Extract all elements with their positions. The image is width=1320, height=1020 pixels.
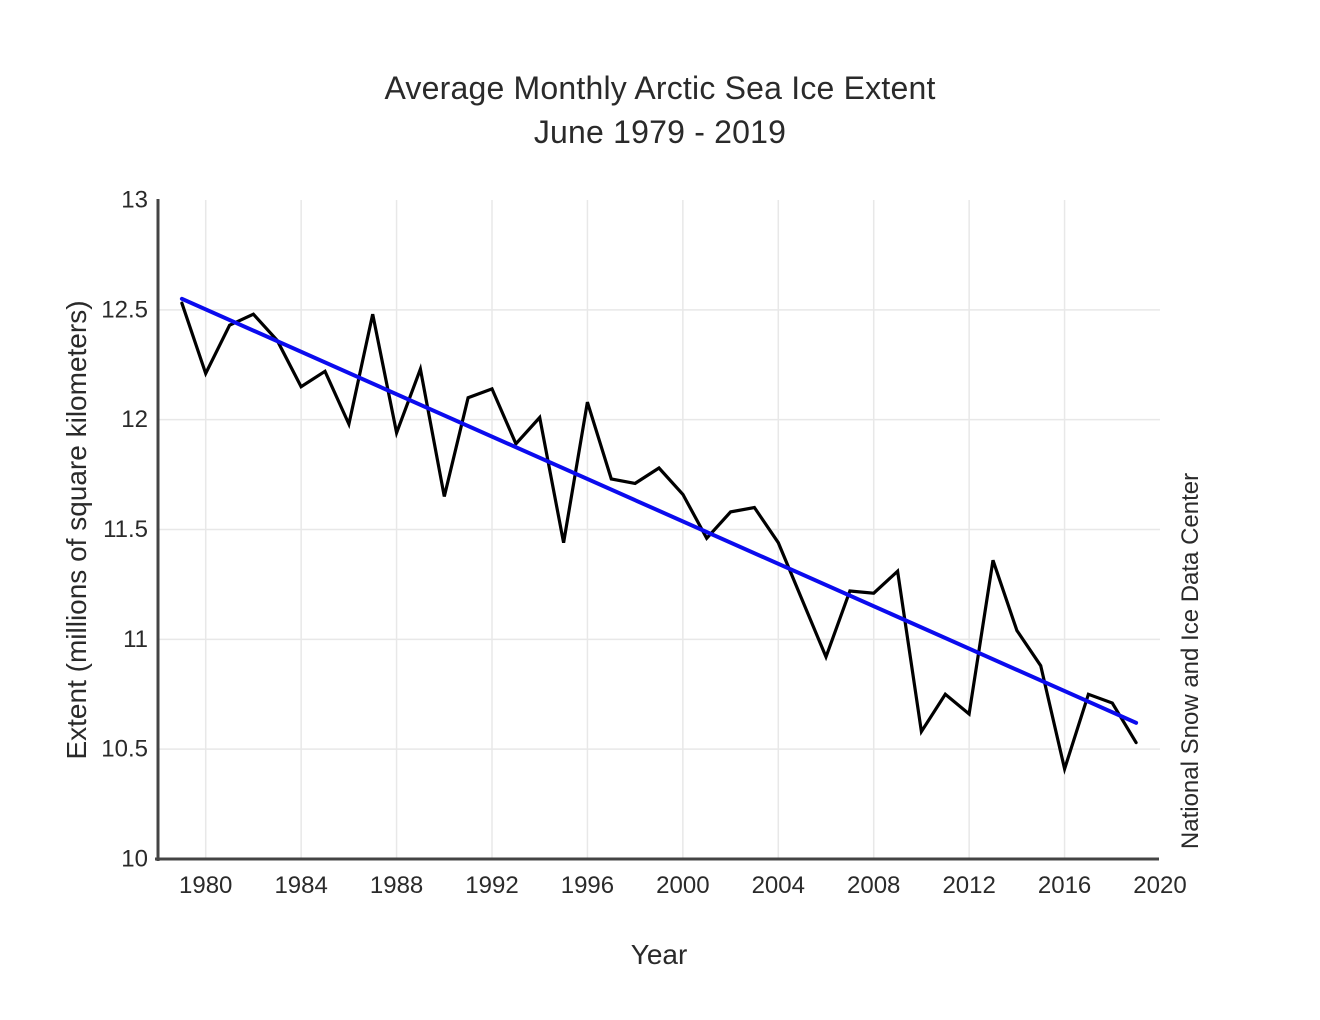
chart-title: Average Monthly Arctic Sea Ice Extent Ju… [0, 66, 1320, 154]
x-tick-label: 2004 [752, 872, 805, 899]
series-june-sea-ice-extent [180, 301, 1138, 775]
x-tick-label: 1980 [179, 872, 232, 899]
x-tick-label: 1992 [465, 872, 518, 899]
x-tick-label: 2012 [942, 872, 995, 899]
credit-annotation: National Snow and Ice Data Center [1177, 472, 1204, 850]
x-tick-label: 1996 [561, 872, 614, 899]
chart-title-line1: Average Monthly Arctic Sea Ice Extent [384, 70, 936, 106]
chart-title-line2: June 1979 - 2019 [533, 114, 787, 150]
series-trend-line [179, 296, 1139, 725]
x-tick-label: 2000 [656, 872, 709, 899]
x-tick-label: 2008 [847, 872, 900, 899]
y-tick-label: 11.5 [103, 516, 148, 543]
y-tick-label: 10.5 [101, 736, 148, 763]
y-tick-label: 11 [123, 626, 148, 653]
x-tick-label: 1984 [274, 872, 327, 899]
x-axis-title: Year [630, 939, 688, 970]
y-tick-label: 10 [121, 846, 148, 873]
x-tick-label: 1988 [370, 872, 423, 899]
x-tick-label: 2020 [1133, 872, 1186, 899]
y-tick-label: 12.5 [101, 296, 148, 323]
y-tick-label: 12 [121, 406, 148, 433]
y-axis-title: Extent (millions of square kilometers) [61, 300, 92, 760]
x-tick-label: 2016 [1038, 872, 1091, 899]
y-tick-label: 13 [121, 187, 148, 214]
